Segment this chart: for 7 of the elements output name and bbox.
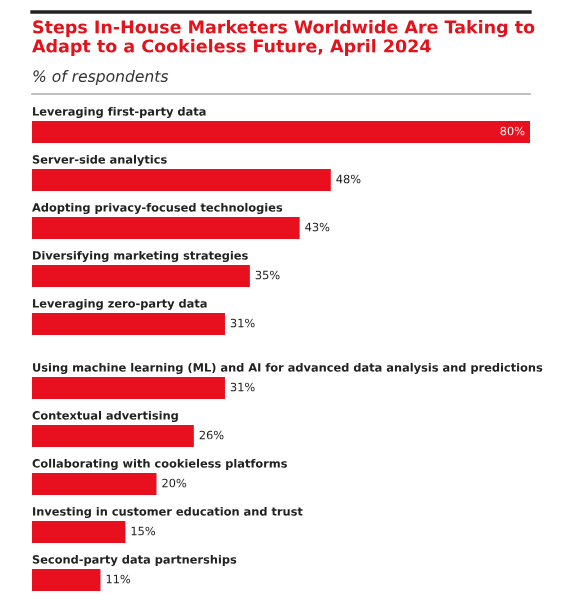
chart-title: Steps In-House Marketers Worldwide Are Taking to Adapt to a Cookieless Future, April 2024: [32, 20, 535, 56]
bar: [32, 569, 101, 591]
bar: [32, 121, 530, 143]
bar: [32, 473, 157, 495]
bar: [32, 521, 126, 543]
bar: [32, 169, 331, 191]
bar: [32, 217, 300, 239]
